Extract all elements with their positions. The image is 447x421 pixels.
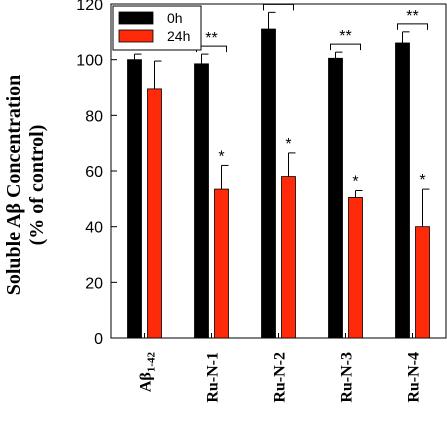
significance-bracket <box>263 3 294 11</box>
bar-0h <box>261 28 276 339</box>
bar-0h <box>395 42 410 339</box>
legend-swatch-0h <box>118 11 154 25</box>
y-tick-label: 100 <box>76 53 103 70</box>
bar-24h <box>281 176 296 339</box>
legend-label: 24h <box>167 28 190 44</box>
x-tick-label: Ru-N-2 <box>272 352 289 403</box>
bar-24h <box>214 188 229 339</box>
significance-star: * <box>352 173 358 190</box>
y-axis-title: Soluble Aβ Concentration <box>3 75 25 296</box>
y-tick-label: 0 <box>94 331 103 348</box>
y-tick-label: 60 <box>85 164 103 181</box>
significance-star: * <box>285 136 291 153</box>
significance-bracket <box>330 43 361 51</box>
legend-label: 0h <box>167 10 183 26</box>
bar-24h <box>415 226 430 339</box>
significance-double-star: ** <box>406 8 418 25</box>
significance-double-star: ** <box>272 0 284 5</box>
y-tick-label: 120 <box>76 0 103 14</box>
bar-0h <box>194 63 209 339</box>
y-tick-label: 20 <box>85 275 103 292</box>
legend-swatch-24h <box>118 29 154 43</box>
plot-area: 020406080100120Aβ1-42Ru-N-1***Ru-N-2***R… <box>76 0 447 403</box>
significance-double-star: ** <box>339 28 351 45</box>
x-tick-label: Ru-N-3 <box>339 352 356 403</box>
bar-0h <box>127 59 142 339</box>
x-tick-label: Ru-N-1 <box>205 352 222 403</box>
x-tick-label: Ru-N-4 <box>406 352 423 403</box>
y-tick-label: 80 <box>85 108 103 125</box>
significance-double-star: ** <box>205 30 217 47</box>
significance-star: * <box>419 172 425 189</box>
significance-star: * <box>218 148 224 165</box>
bar-24h <box>147 88 162 339</box>
x-tick-label: Aβ1-42 <box>138 352 158 393</box>
bar-0h <box>328 57 343 339</box>
y-axis-title-unit: (% of control) <box>26 125 48 246</box>
significance-bracket <box>397 23 428 30</box>
y-tick-label: 40 <box>85 220 103 237</box>
bar-24h <box>348 197 363 339</box>
